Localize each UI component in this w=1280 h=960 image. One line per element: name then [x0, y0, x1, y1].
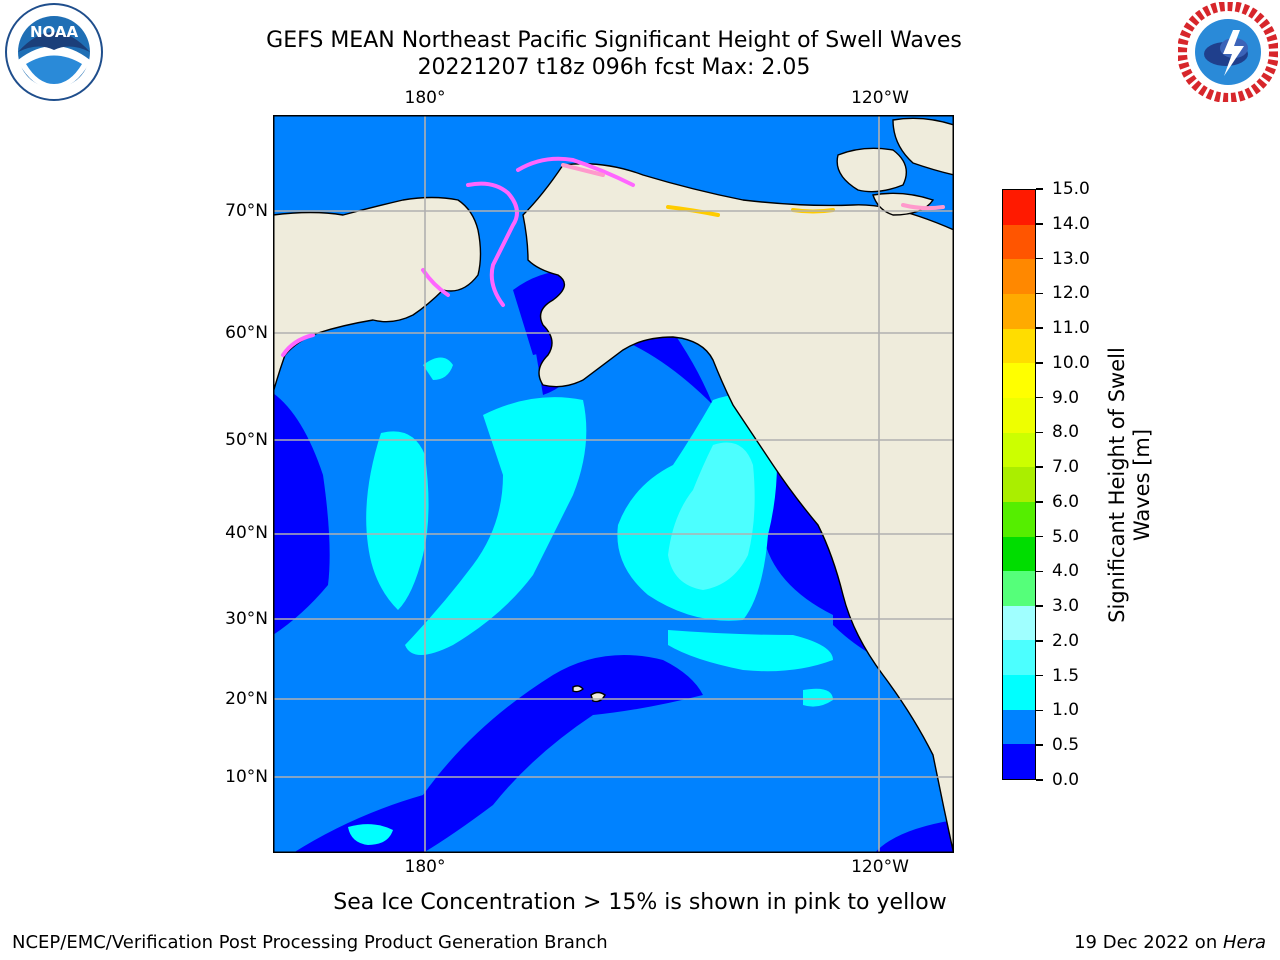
colorbar-tick-label: 12.0 — [1052, 283, 1090, 304]
colorbar-segment — [1003, 259, 1035, 295]
credit-host: Hera — [1222, 932, 1266, 953]
colorbar-tick-label: 6.0 — [1052, 491, 1080, 512]
colorbar-tick-mark — [1036, 744, 1043, 746]
colorbar-segment — [1003, 640, 1035, 676]
colorbar-segment — [1003, 432, 1035, 468]
colorbar-tick-label: 9.0 — [1052, 387, 1080, 408]
colorbar-tick-label: 14.0 — [1052, 213, 1090, 234]
lat-label-40n: 40°N — [225, 523, 268, 543]
colorbar-title: Significant Height of Swell Waves [m] — [1105, 275, 1155, 695]
nws-logo — [1178, 2, 1278, 102]
lon-label-top-180: 180° — [404, 88, 446, 108]
colorbar-tick-mark — [1036, 292, 1043, 295]
colorbar-segment — [1003, 501, 1035, 537]
colorbar-tick-label: 15.0 — [1052, 179, 1090, 199]
colorbar-segment — [1003, 363, 1035, 398]
colorbar-tick-label: 3.0 — [1052, 596, 1080, 617]
credit-right: 19 Dec 2022 on Hera — [1074, 932, 1266, 953]
chart-subtitle: 20221207 t18z 096h fcst Max: 2.05 — [417, 55, 811, 80]
lat-label-60n: 60°N — [225, 323, 268, 343]
colorbar-tick-mark — [1036, 640, 1043, 642]
colorbar-tick-label: 0.0 — [1052, 770, 1080, 790]
colorbar-segment — [1003, 709, 1035, 745]
lon-label-bottom-120w: 120°W — [851, 857, 909, 877]
colorbar-tick-mark — [1036, 466, 1043, 468]
colorbar-tick-label: 8.0 — [1052, 422, 1080, 443]
colorbar-tick-mark — [1036, 535, 1043, 538]
colorbar-tick-mark — [1036, 223, 1043, 225]
chart-title: GEFS MEAN Northeast Pacific Significant … — [266, 28, 962, 53]
colorbar-tick-mark — [1036, 605, 1043, 607]
colorbar-tick-label: 5.0 — [1052, 526, 1080, 547]
lat-label-20n: 20°N — [225, 689, 268, 709]
colorbar-tick-label: 2.0 — [1052, 630, 1080, 651]
colorbar-tick-mark — [1036, 327, 1043, 329]
colorbar-segment — [1003, 675, 1035, 710]
lon-label-bottom-180: 180° — [404, 857, 446, 877]
map-frame — [273, 115, 954, 853]
colorbar-tick-label: 4.0 — [1052, 561, 1080, 582]
colorbar-title-line1: Significant Height of Swell — [1105, 347, 1129, 623]
colorbar-tick-mark — [1036, 257, 1043, 260]
colorbar-title-line2: Waves [m] — [1130, 428, 1154, 542]
colorbar-segment — [1003, 397, 1035, 433]
map-panel — [273, 115, 954, 853]
colorbar-tick-label: 10.0 — [1052, 352, 1090, 373]
colorbar — [1002, 189, 1036, 780]
lat-label-70n: 70°N — [225, 201, 268, 221]
lat-label-30n: 30°N — [225, 609, 268, 629]
colorbar-segment — [1003, 536, 1035, 572]
credit-left: NCEP/EMC/Verification Post Processing Pr… — [12, 932, 608, 953]
sea-ice-note: Sea Ice Concentration > 15% is shown in … — [333, 890, 947, 915]
colorbar-segment — [1003, 190, 1035, 225]
lat-label-10n: 10°N — [225, 767, 268, 787]
colorbar-segment — [1003, 328, 1035, 364]
colorbar-tick-mark — [1036, 431, 1043, 434]
colorbar-tick-mark — [1036, 188, 1043, 190]
noaa-logo: NOAA — [5, 3, 103, 101]
colorbar-tick-mark — [1036, 362, 1043, 364]
colorbar-segment — [1003, 744, 1035, 779]
colorbar-tick-mark — [1036, 779, 1043, 781]
colorbar-tick-mark — [1036, 709, 1043, 712]
lon-label-top-120w: 120°W — [851, 88, 909, 108]
colorbar-tick-mark — [1036, 570, 1043, 573]
colorbar-segment — [1003, 224, 1035, 260]
colorbar-segment — [1003, 605, 1035, 641]
colorbar-tick-label: 1.5 — [1052, 665, 1080, 686]
noaa-wordmark: NOAA — [30, 23, 79, 41]
lat-label-50n: 50°N — [225, 430, 268, 450]
colorbar-segment — [1003, 294, 1035, 329]
colorbar-tick-label: 11.0 — [1052, 318, 1090, 339]
colorbar-tick-mark — [1036, 396, 1043, 399]
colorbar-segment — [1003, 571, 1035, 606]
colorbar-tick-mark — [1036, 501, 1043, 503]
credit-date: 19 Dec 2022 on — [1074, 932, 1223, 953]
colorbar-tick-label: 13.0 — [1052, 248, 1090, 269]
swell-high-regions — [668, 442, 755, 590]
colorbar-tick-label: 1.0 — [1052, 700, 1080, 721]
colorbar-tick-label: 7.0 — [1052, 457, 1080, 478]
colorbar-tick-label: 0.5 — [1052, 735, 1080, 756]
colorbar-tick-mark — [1036, 674, 1043, 677]
graticule — [273, 115, 954, 853]
colorbar-segment — [1003, 467, 1035, 502]
